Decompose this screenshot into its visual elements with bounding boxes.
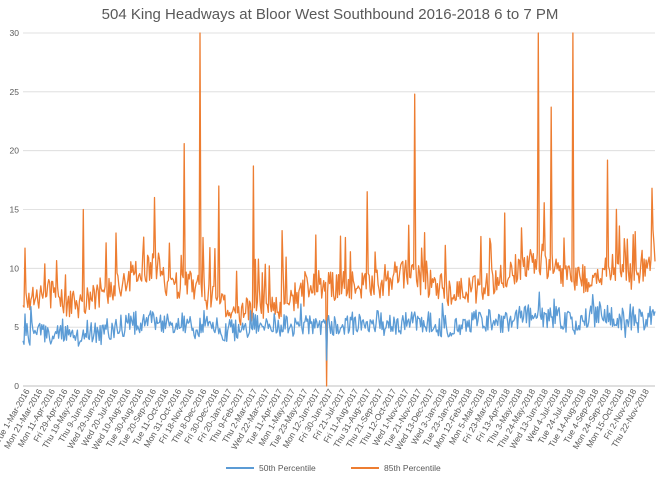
y-tick-label: 15 <box>10 205 20 215</box>
legend-label-50th: 50th Percentile <box>259 463 316 473</box>
y-tick-label: 20 <box>10 146 20 156</box>
y-tick-label: 5 <box>14 322 19 332</box>
y-tick-label: 10 <box>10 263 20 273</box>
series-lines <box>22 32 656 387</box>
y-tick-label: 0 <box>14 381 19 391</box>
series-line-85th-percentile <box>22 32 656 387</box>
y-tick-label: 30 <box>10 28 20 38</box>
chart-title: 504 King Headways at Bloor West Southbou… <box>102 6 559 23</box>
y-tick-label: 25 <box>10 87 20 97</box>
gridlines <box>23 32 655 387</box>
legend-label-85th: 85th Percentile <box>384 463 441 473</box>
legend: 50th Percentile 85th Percentile <box>226 463 441 473</box>
series-line-50th-percentile <box>22 291 656 361</box>
y-axis-tick-labels: 0 5 10 15 20 25 30 <box>10 28 20 391</box>
